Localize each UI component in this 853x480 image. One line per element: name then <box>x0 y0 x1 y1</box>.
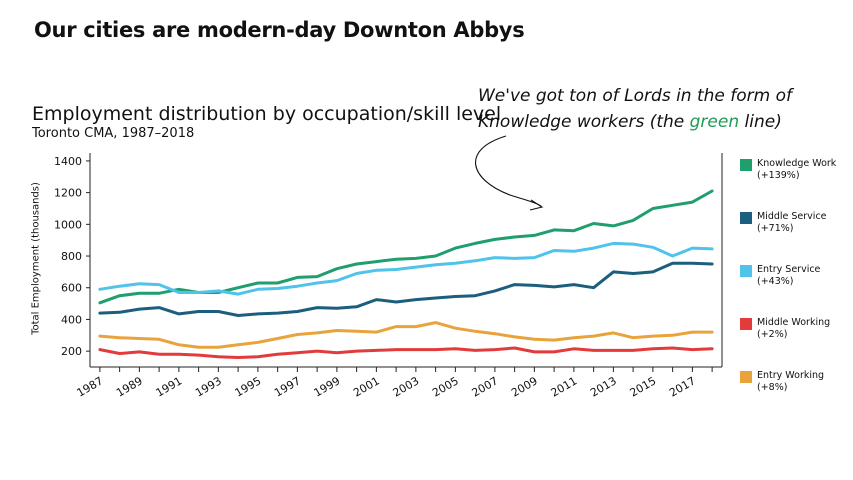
legend-item-3: Middle Working (+2%) <box>740 317 848 370</box>
x-tick-label: 1993 <box>193 374 224 399</box>
series-line-0 <box>98 189 714 305</box>
x-tick-label: 1999 <box>312 374 343 399</box>
legend-item-2: Entry Service (+43%) <box>740 264 848 317</box>
legend-swatch <box>740 371 752 383</box>
x-tick-label: 2007 <box>470 374 501 399</box>
series-line-4 <box>98 321 714 349</box>
legend-label: Middle Working (+2%) <box>757 317 831 340</box>
x-tick-label: 2015 <box>628 374 659 399</box>
legend-item-1: Middle Service (+71%) <box>740 211 848 264</box>
annotation-arrowhead <box>529 199 544 211</box>
legend-label: Entry Working (+8%) <box>757 370 825 393</box>
x-tick-label: 2017 <box>667 374 698 399</box>
annotation-text-before: We've got ton of Lords in the form of Kn… <box>478 86 793 132</box>
legend-label: Middle Service (+71%) <box>757 211 827 234</box>
y-tick-label: 600 <box>61 282 82 295</box>
legend-swatch <box>740 212 752 224</box>
chart-title: Employment distribution by occupation/sk… <box>32 103 502 125</box>
annotation-text-after: line) <box>739 112 782 132</box>
x-tick-label: 1989 <box>114 374 145 399</box>
y-tick-label: 400 <box>61 313 82 326</box>
legend-item-4: Entry Working (+8%) <box>740 370 848 423</box>
series-line-3 <box>98 346 714 359</box>
y-tick-label: 200 <box>61 345 82 358</box>
legend: Knowledge Work (+139%) Middle Service (+7… <box>740 158 848 423</box>
series-line-2 <box>98 241 714 296</box>
legend-item-0: Knowledge Work (+139%) <box>740 158 848 211</box>
annotation-arrow <box>475 135 542 207</box>
x-tick-label: 1997 <box>272 374 303 399</box>
x-tick-label: 2011 <box>549 374 580 399</box>
legend-swatch <box>740 159 752 171</box>
x-tick-label: 1995 <box>233 374 264 399</box>
annotation-highlight: green <box>689 112 740 132</box>
x-tick-label: 1987 <box>75 374 106 399</box>
legend-label: Entry Service (+43%) <box>757 264 821 287</box>
legend-swatch <box>740 265 752 277</box>
chart-axes: 200 400 600 800 1000 1200 1400 1987 1989 1991 1993… <box>54 153 723 400</box>
x-tick-label: 2009 <box>509 374 540 399</box>
x-tick-label: 2005 <box>430 374 461 399</box>
x-tick-label: 2001 <box>351 374 382 399</box>
y-tick-label: 800 <box>61 250 82 263</box>
chart-series-lines <box>98 189 714 359</box>
y-tick-label: 1200 <box>54 187 82 200</box>
chart-subtitle: Toronto CMA, 1987–2018 <box>32 126 195 141</box>
y-tick-label: 1400 <box>54 155 82 168</box>
series-line-1 <box>98 261 714 317</box>
x-tick-label: 2003 <box>391 374 422 399</box>
legend-label: Knowledge Work (+139%) <box>757 158 837 181</box>
x-tick-label: 1991 <box>154 374 185 399</box>
y-tick-label: 1000 <box>54 218 82 231</box>
x-tick-label: 2013 <box>588 374 619 399</box>
headline: Our cities are modern-day Downton Abbys <box>34 18 525 42</box>
annotation: We've got ton of Lords in the form of Kn… <box>478 83 828 135</box>
y-axis-label: Total Employment (thousands) <box>30 182 42 335</box>
legend-swatch <box>740 318 752 330</box>
